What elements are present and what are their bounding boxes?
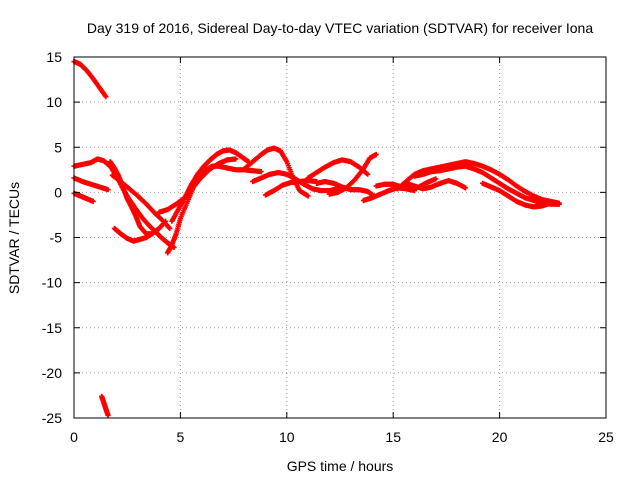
track-arc-o bbox=[326, 151, 379, 197]
data-point bbox=[365, 171, 371, 177]
data-point bbox=[433, 176, 439, 182]
data-points bbox=[71, 58, 562, 418]
x-tick-label: 5 bbox=[177, 429, 185, 445]
x-tick-label: 0 bbox=[70, 429, 78, 445]
data-point bbox=[258, 169, 264, 175]
x-tick-label: 10 bbox=[279, 429, 295, 445]
data-point bbox=[233, 156, 239, 162]
track-arc-b bbox=[71, 175, 111, 193]
y-tick-label: 10 bbox=[46, 94, 62, 110]
y-axis-label: SDTVAR / TECUs bbox=[6, 182, 22, 294]
track-arc-f bbox=[109, 172, 173, 232]
axis-ticks: 0 5 10 15 20 25 -25 -20 -15 -10 -5 0 5 10 15 bbox=[42, 49, 614, 445]
y-tick-label: 0 bbox=[54, 184, 62, 200]
data-point bbox=[90, 198, 96, 204]
x-axis-label: GPS time / hours bbox=[287, 458, 394, 474]
track-arc-top-left bbox=[71, 58, 109, 100]
track-arc-t bbox=[403, 178, 469, 192]
y-tick-label: 5 bbox=[54, 139, 62, 155]
gridlines bbox=[74, 57, 606, 418]
data-point bbox=[462, 185, 469, 191]
track-arc-e bbox=[111, 218, 169, 244]
y-tick-label: 15 bbox=[46, 49, 62, 65]
track-arc-i bbox=[156, 156, 239, 215]
chart-title: Day 319 of 2016, Sidereal Day-to-day VTE… bbox=[87, 20, 594, 36]
track-arc-bottom-left bbox=[99, 393, 111, 418]
track-arc-h bbox=[169, 147, 252, 224]
track-arc-l bbox=[262, 178, 320, 198]
y-tick-label: -20 bbox=[42, 365, 62, 381]
data-point bbox=[105, 187, 111, 193]
data-point bbox=[305, 193, 311, 199]
data-point bbox=[373, 151, 379, 158]
track-arc-n bbox=[313, 178, 377, 199]
data-point bbox=[103, 94, 109, 100]
track-arc-u bbox=[479, 180, 562, 210]
x-tick-label: 15 bbox=[385, 429, 401, 445]
track-arc-r bbox=[394, 159, 562, 206]
y-tick-label: -10 bbox=[42, 275, 62, 291]
y-tick-label: -15 bbox=[42, 320, 62, 336]
data-point bbox=[105, 412, 111, 418]
data-point bbox=[556, 201, 562, 207]
y-tick-label: -25 bbox=[42, 410, 62, 426]
x-tick-label: 25 bbox=[598, 429, 614, 445]
x-tick-label: 20 bbox=[492, 429, 508, 445]
track-arc-m bbox=[305, 157, 371, 181]
data-point bbox=[167, 225, 173, 232]
y-tick-label: -5 bbox=[50, 230, 63, 246]
track-arc-k bbox=[250, 169, 341, 194]
data-point bbox=[411, 187, 418, 194]
